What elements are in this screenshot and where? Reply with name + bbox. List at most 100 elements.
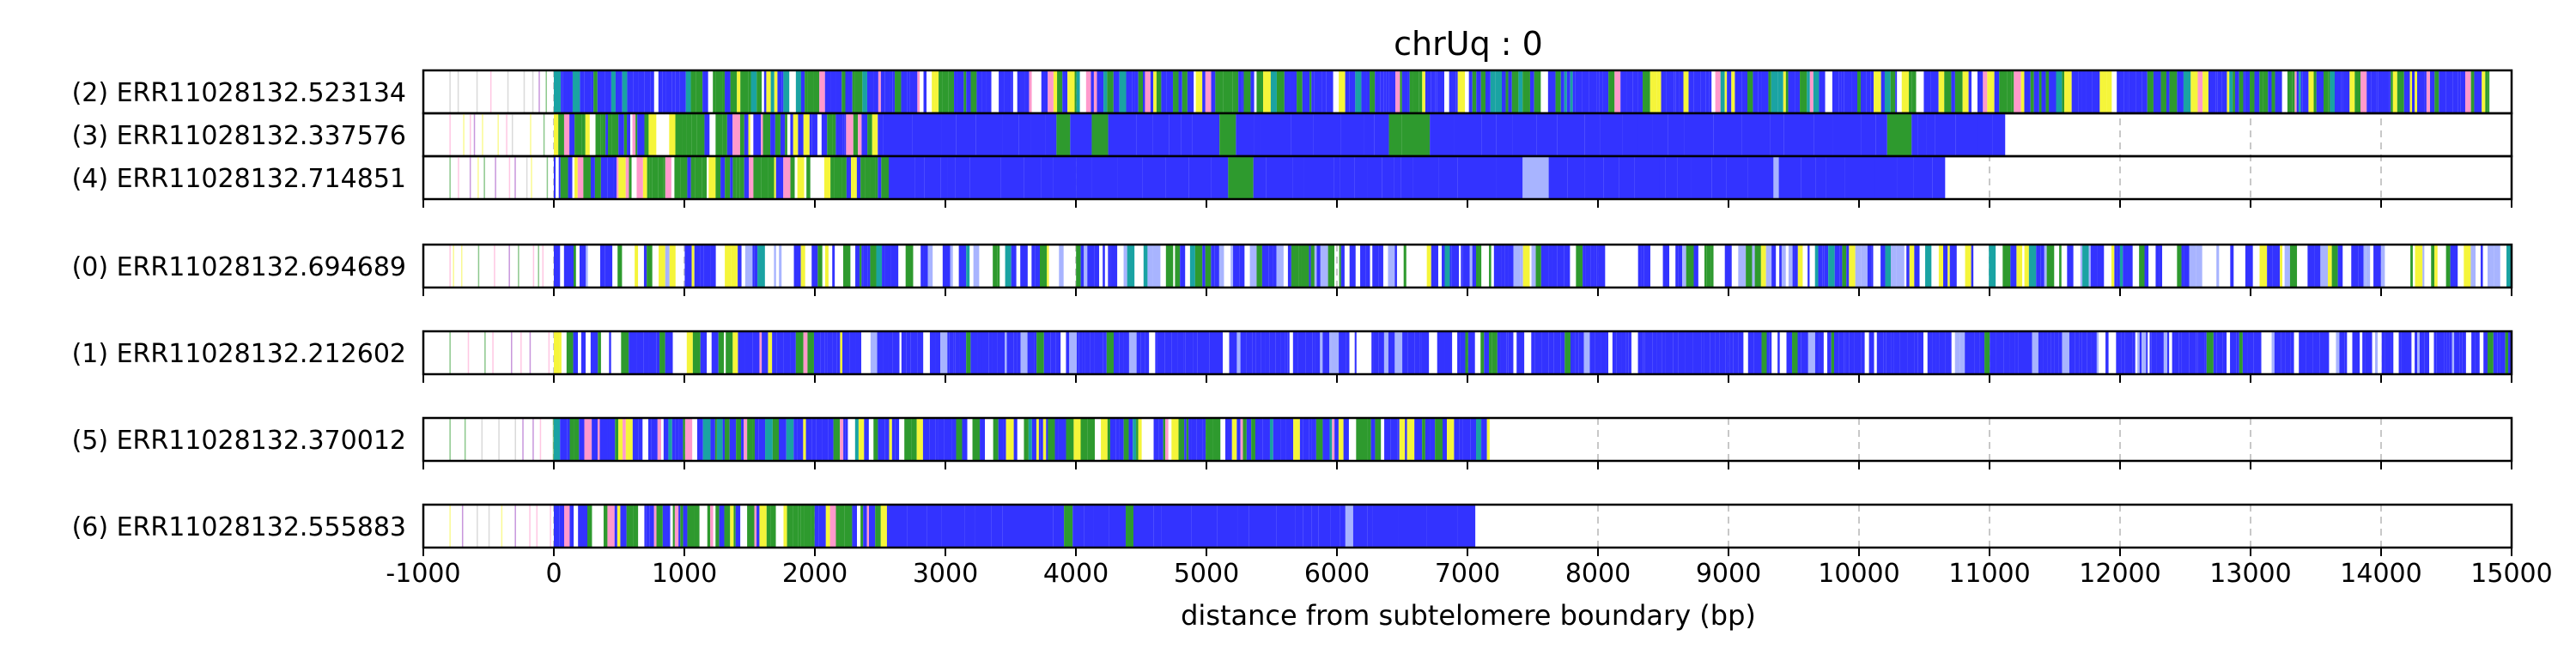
read-segment [1316, 245, 1321, 287]
read-segment [469, 157, 471, 198]
read-segment [757, 245, 765, 287]
read-segment [597, 71, 605, 112]
read-segment [2071, 71, 2079, 112]
read-segment [811, 245, 818, 287]
read-segment [2397, 71, 2404, 112]
read-segment [1557, 245, 1564, 287]
read-segment [2419, 332, 2425, 373]
read-segment [597, 419, 600, 460]
read-segment [922, 419, 930, 460]
read-segment [1819, 332, 1824, 373]
read-segment [1608, 71, 1615, 112]
read-segment [2434, 245, 2438, 287]
read-segments [449, 332, 2512, 373]
read-segment [1809, 71, 1814, 112]
read-segment [821, 114, 828, 155]
read-segment [1401, 114, 1431, 155]
read-segment [494, 245, 495, 287]
read-segment [1923, 71, 1931, 112]
read-segment [1637, 245, 1642, 287]
read-segment [1548, 332, 1554, 373]
read-segment [882, 245, 885, 287]
read-segment [1729, 332, 1734, 373]
read-segment [607, 419, 610, 460]
read-segment [1754, 245, 1761, 287]
read-segment [699, 506, 704, 547]
read-segment [687, 157, 690, 198]
read-segment [1951, 332, 1955, 373]
read-segment [1048, 419, 1055, 460]
read-segment [1246, 332, 1253, 373]
read-segment [1256, 71, 1264, 112]
read-segment [929, 419, 936, 460]
read-segment [1298, 245, 1302, 287]
read-segment [776, 332, 784, 373]
read-segment [2417, 332, 2420, 373]
read-segment [2146, 332, 2148, 373]
read-segment [1109, 245, 1112, 287]
read-segment [2172, 332, 2175, 373]
read-segment [950, 245, 953, 287]
read-segment [1284, 71, 1291, 112]
read-segment [750, 71, 757, 112]
read-segment [675, 114, 683, 155]
read-segment [2334, 71, 2342, 112]
read-segment [1413, 157, 1439, 198]
read-segment [1797, 332, 1801, 373]
read-segment [625, 419, 633, 460]
read-segment [1785, 71, 1789, 112]
read-segment [730, 71, 738, 112]
read-segment [2475, 332, 2480, 373]
read-segment [870, 157, 876, 198]
read-segment [895, 71, 902, 112]
read-segment [1384, 419, 1391, 460]
read-segment [1152, 245, 1161, 287]
read-segment [646, 506, 650, 547]
read-segment [653, 506, 657, 547]
read-segment [552, 419, 555, 460]
read-segment [1492, 332, 1498, 373]
read-segment [1013, 419, 1018, 460]
read-segment [2233, 71, 2235, 112]
read-segment [752, 419, 756, 460]
read-segment [866, 506, 870, 547]
read-segment [1155, 332, 1157, 373]
x-axis: -1000 0 1000 2000 3000 4000 5000 6000 7000 8000 90… [386, 559, 2552, 589]
read-segment [656, 332, 660, 373]
read-segment [2404, 332, 2412, 373]
read-segment [2221, 71, 2227, 112]
read-segment [848, 419, 855, 460]
read-segment [938, 419, 945, 460]
read-segment [1885, 245, 1892, 287]
read-segment [1340, 245, 1345, 287]
read-segment [2092, 71, 2100, 112]
read-segment [1834, 245, 1840, 287]
read-segment [1801, 332, 1808, 373]
read-segment [1349, 245, 1356, 287]
read-segment [2136, 71, 2142, 112]
read-segment [923, 332, 930, 373]
read-segment [1030, 114, 1046, 155]
read-segment [2177, 71, 2184, 112]
read-segment [1087, 419, 1096, 460]
read-segment [813, 71, 820, 112]
read-segment [909, 71, 918, 112]
read-segment [1589, 71, 1597, 112]
read-segment [1792, 245, 1795, 287]
read-segment [2011, 71, 2014, 112]
read-segment [1031, 71, 1036, 112]
read-segment [754, 245, 758, 287]
read-segment [1621, 332, 1626, 373]
read-segment [751, 157, 754, 198]
read-segment [1295, 506, 1303, 547]
read-segment [1240, 332, 1247, 373]
read-segment [1161, 506, 1192, 547]
read-segment [1553, 332, 1561, 373]
read-segment [1046, 419, 1048, 460]
read-segment [600, 332, 606, 373]
read-segment [2087, 332, 2092, 373]
read-segment [2275, 71, 2282, 112]
read-segment [1828, 245, 1835, 287]
read-segment [1770, 114, 1784, 155]
read-segment [1781, 245, 1786, 287]
